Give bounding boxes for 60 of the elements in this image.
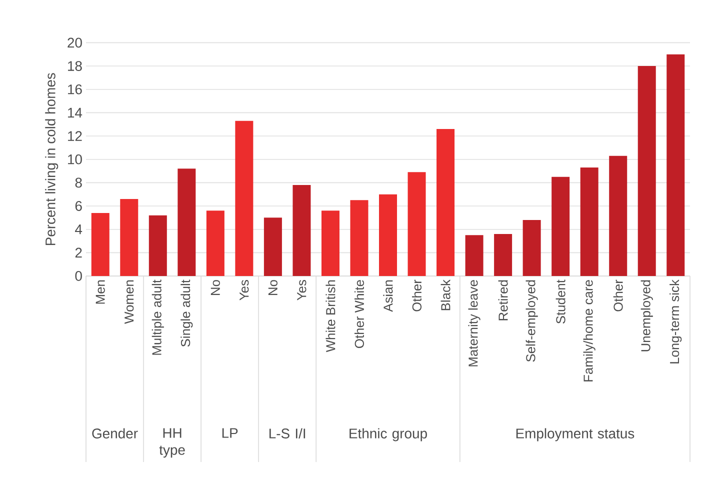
y-tick-label: 14 [68,108,82,118]
bar [465,235,484,276]
bar [408,172,426,276]
text: Employment status [516,428,634,442]
bar [494,234,512,276]
bar [91,213,110,276]
text: Gender [92,428,138,438]
y-tick-label: 8 [75,178,82,188]
x-tick-label: Other [613,280,623,312]
y-tick-label: 12 [68,131,82,141]
x-tick-label: Yes [240,280,249,300]
x-tick-label: Black [440,280,450,310]
bar [436,129,455,276]
bar [206,210,224,276]
y-tick-label: 6 [75,201,82,211]
text: HH type [159,428,185,458]
y-tick-label: 16 [68,84,82,94]
x-tick-label: No [268,280,278,296]
y-tick-label: 20 [68,38,82,48]
text: LP [222,428,238,438]
x-tick-label: Self-employed [526,280,538,362]
x-tick-label: White British [326,280,336,352]
x-tick-label: Long-term sick [670,280,682,364]
bar [552,176,570,276]
bar [666,54,685,276]
x-tick-label: No [210,280,220,296]
bar [292,185,311,276]
bar [321,210,340,276]
text: L-S I/I [269,428,306,438]
text: Ethnic group [350,428,427,442]
x-tick-label: Women [124,280,134,324]
bar [148,215,167,276]
x-tick-label: Retired [498,280,508,320]
x-tick-label: Asian [383,280,393,312]
y-tick-label: 18 [68,61,82,71]
y-tick-label: 0 [75,271,82,281]
bar [264,218,282,276]
x-tick-label: Student [556,280,566,324]
bar [178,168,196,276]
bar [580,168,598,276]
x-tick-label: Multiple adult [152,280,164,355]
y-tick-label: 2 [75,248,82,258]
bar [350,200,368,276]
x-tick-label: Yes [297,280,306,300]
x-tick-label: Maternity leave [468,280,480,366]
bar [609,156,628,276]
x-tick-label: Single adult [180,280,193,347]
y-tick-label: 10 [68,154,82,164]
y-axis-title: Percent living in cold homes [45,73,58,246]
x-tick-label: Other [412,280,422,312]
x-tick-label: Unemployed [640,280,653,352]
bar [235,120,254,276]
y-tick-label: 4 [75,224,82,234]
bar [379,194,398,276]
x-tick-label: Men [96,280,105,304]
bar [638,66,656,276]
x-tick-label: Family/home care [583,280,596,382]
bar [120,199,138,276]
x-tick-label: Other White [354,280,364,348]
bar [522,220,541,276]
